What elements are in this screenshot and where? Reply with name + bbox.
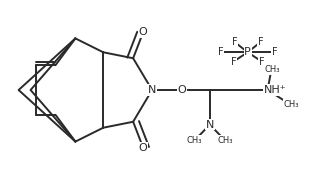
Text: CH₃: CH₃	[217, 136, 233, 145]
Text: F: F	[272, 47, 278, 57]
Text: N: N	[148, 85, 156, 95]
Text: F: F	[232, 37, 237, 47]
Text: P: P	[244, 47, 251, 57]
Text: N: N	[206, 120, 214, 130]
Text: F: F	[217, 47, 223, 57]
Text: O: O	[139, 27, 148, 37]
Text: NH⁺: NH⁺	[264, 85, 286, 95]
Text: F: F	[230, 57, 236, 67]
Text: O: O	[178, 85, 186, 95]
Text: CH₃: CH₃	[264, 65, 280, 74]
Text: CH₃: CH₃	[187, 136, 202, 145]
Text: O: O	[139, 143, 148, 153]
Text: F: F	[259, 57, 265, 67]
Text: CH₃: CH₃	[284, 100, 299, 109]
Text: F: F	[258, 37, 264, 47]
